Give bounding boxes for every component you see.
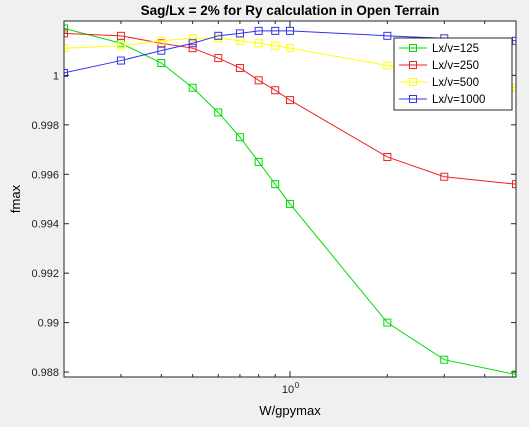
data-point-marker — [254, 39, 263, 48]
data-point-marker — [271, 41, 280, 50]
data-point-marker — [440, 355, 449, 364]
chart-title: Sag/Lx = 2% for Ry calculation in Open T… — [141, 3, 440, 18]
data-point-marker — [235, 133, 244, 142]
data-point-marker — [188, 44, 197, 53]
data-point-marker — [254, 76, 263, 85]
y-tick-label: 0.992 — [31, 268, 59, 280]
y-tick-label: 0.994 — [31, 219, 59, 231]
legend-marker-swatch — [409, 95, 417, 103]
data-point-marker — [116, 56, 125, 65]
y-tick-label: 1 — [53, 70, 59, 82]
legend-box — [393, 37, 513, 111]
x-tick-label-exponent: 0 — [295, 381, 300, 390]
legend-entry[interactable]: Lx/v=1000 — [399, 94, 485, 106]
y-tick-label: 0.988 — [31, 367, 59, 379]
series-4 — [64, 26, 516, 77]
data-point-marker — [286, 26, 294, 35]
data-point-marker — [286, 96, 294, 105]
data-point-marker — [271, 86, 280, 95]
data-point-marker — [235, 63, 244, 72]
x-axis-label: W/gpymax — [259, 403, 321, 418]
legend-label: Lx/v=1000 — [432, 94, 485, 106]
data-point-marker — [64, 24, 68, 33]
data-point-marker — [188, 83, 197, 92]
legend-marker-swatch — [409, 78, 417, 86]
data-point-marker — [271, 26, 280, 35]
ticks-layer: 0.988 0.99 0.992 0.994 0.996 0.998 1 10 0 — [31, 21, 517, 396]
legend[interactable]: Lx/v=125 Lx/v=250 Lx/v=500 Lx/v=1000 — [393, 37, 513, 111]
y-tick-label: 0.99 — [38, 318, 59, 330]
legend-marker-swatch — [409, 61, 417, 69]
data-point-marker — [254, 157, 263, 166]
series-line — [64, 27, 516, 376]
x-tick-label: 10 — [282, 384, 294, 396]
data-point-marker — [64, 29, 68, 38]
data-point-marker — [512, 370, 516, 377]
data-point-marker — [188, 39, 197, 48]
data-point-marker — [188, 34, 197, 43]
legend-label: Lx/v=125 — [432, 43, 479, 55]
data-point-marker — [214, 108, 223, 117]
data-point-marker — [286, 44, 294, 53]
y-tick-label: 0.998 — [31, 120, 59, 132]
legend-label: Lx/v=250 — [432, 60, 479, 72]
data-point-marker — [235, 29, 244, 38]
data-point-marker — [64, 68, 68, 77]
data-point-marker — [512, 180, 516, 189]
y-axis-label: fmax — [8, 184, 23, 213]
plot-frame — [63, 20, 517, 378]
data-point-marker — [286, 199, 294, 208]
series-layer — [64, 24, 516, 377]
legend-entry[interactable]: Lx/v=250 — [399, 60, 479, 72]
data-point-marker — [157, 46, 166, 55]
data-point-marker — [214, 31, 223, 40]
data-point-marker — [64, 44, 68, 53]
data-point-marker — [440, 172, 449, 181]
data-point-marker — [383, 152, 392, 161]
data-point-marker — [157, 36, 166, 45]
data-point-marker — [383, 61, 392, 70]
legend-entry[interactable]: Lx/v=125 — [399, 43, 479, 55]
legend-marker-swatch — [409, 44, 417, 52]
legend-label: Lx/v=500 — [432, 77, 479, 89]
data-point-marker — [254, 26, 263, 35]
data-point-marker — [116, 41, 125, 50]
data-point-marker — [214, 54, 223, 63]
data-point-marker — [271, 180, 280, 189]
series-line — [64, 30, 516, 74]
data-point-marker — [157, 59, 166, 68]
data-point-marker — [383, 31, 392, 40]
data-point-marker — [116, 31, 125, 40]
y-tick-label: 0.996 — [31, 169, 59, 181]
data-point-marker — [383, 318, 392, 327]
legend-entry[interactable]: Lx/v=500 — [399, 77, 479, 89]
